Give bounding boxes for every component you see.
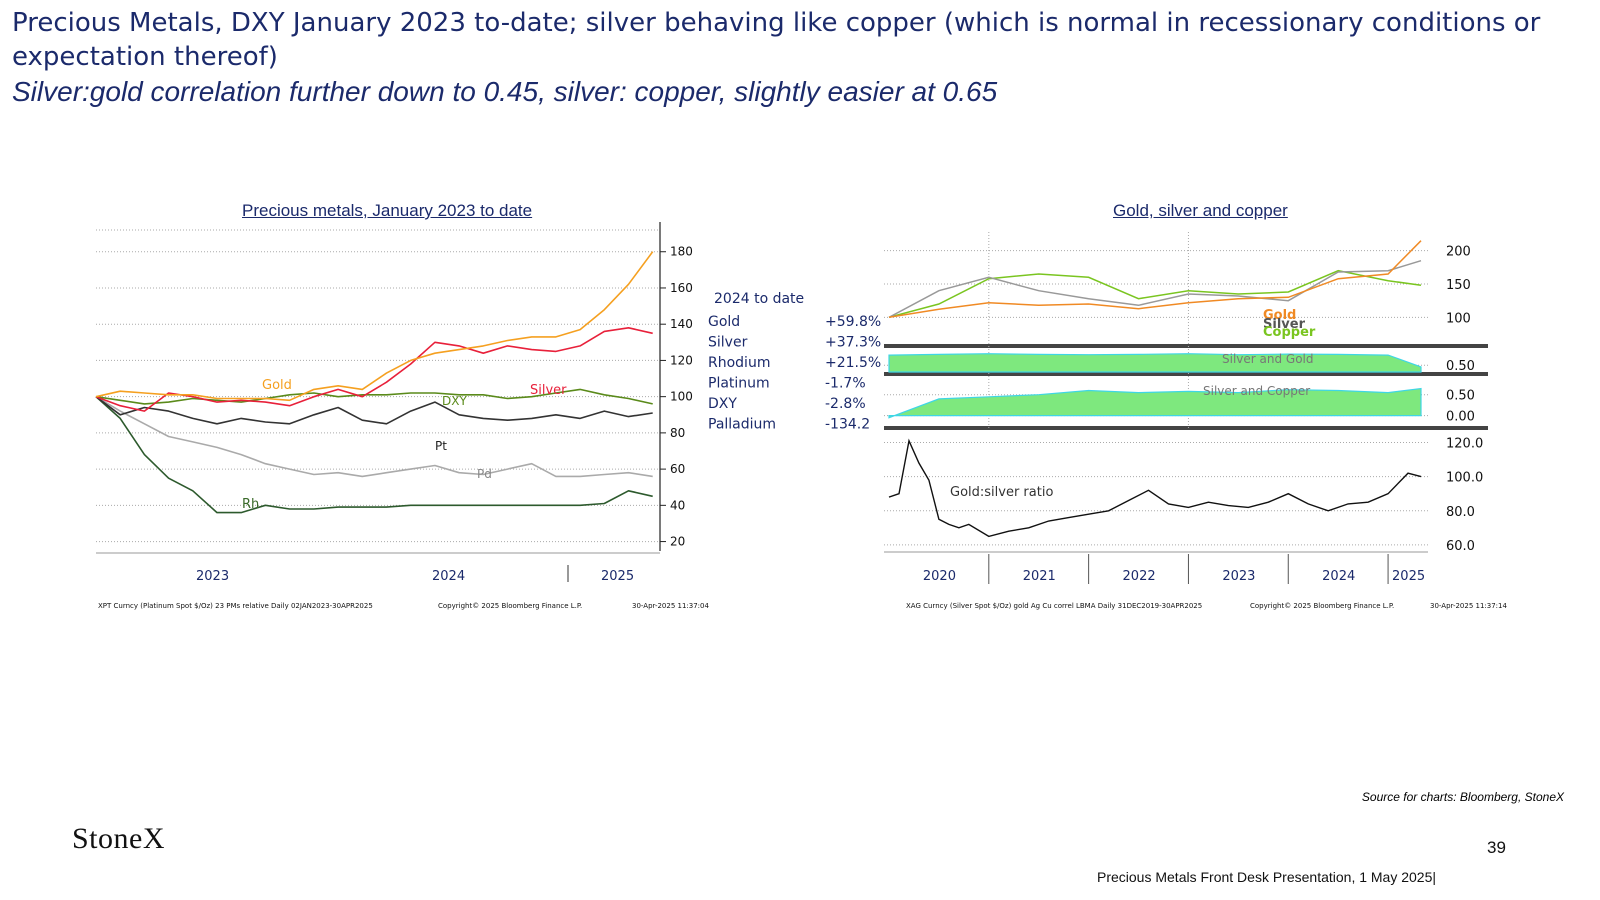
y-tick-label: 180: [670, 245, 693, 259]
y-tick-label: 20: [670, 535, 685, 549]
y-tick-label: 60.0: [1446, 539, 1475, 554]
legend-value: -1.7%: [825, 376, 866, 392]
y-tick-label: 0.50: [1446, 389, 1475, 404]
chart-precious-metals: 180 160 140 120 100 80 60 40 20 2023 2024 2025 XPT…: [95, 222, 881, 610]
page-subtitle: Silver:gold correlation further down to …: [12, 76, 998, 107]
chart-1-footnote-center: Copyright© 2025 Bloomberg Finance L.P.: [438, 602, 582, 610]
stonex-logo: StoneX: [72, 822, 165, 855]
area-silver-copper-correlation: [888, 387, 1422, 419]
y-tick-label: 80.0: [1446, 505, 1475, 520]
chart-1-footnote-right: 30-Apr-2025 11:37:04: [632, 602, 709, 610]
legend-name: DXY: [708, 396, 737, 412]
x-tick-label: 2020: [923, 569, 956, 584]
panel-separator: [884, 426, 1488, 430]
chart-1-title: Precious metals, January 2023 to date: [242, 201, 533, 220]
series-line-pd: [95, 396, 653, 478]
series-line-rh: [95, 396, 653, 514]
chart-2-title: Gold, silver and copper: [1113, 201, 1288, 220]
legend-name: Rhodium: [708, 355, 770, 371]
label-silver-and-gold: Silver and Gold: [1222, 352, 1314, 366]
label-rh: Rh: [242, 497, 259, 512]
y-tick-label: 100: [1446, 311, 1471, 326]
y-tick-label: 0.00: [1446, 410, 1475, 425]
y-tick-label: 60: [670, 462, 685, 476]
legend-value: +21.5%: [825, 355, 881, 371]
chart-2-footnote-left: XAG Curncy (Silver Spot $/Oz) gold Ag Cu…: [906, 602, 1202, 610]
y-tick-label: 100: [670, 390, 693, 404]
page-title: Precious Metals, DXY January 2023 to-dat…: [12, 8, 1541, 72]
presentation-footer: Precious Metals Front Desk Presentation,…: [1097, 869, 1437, 885]
x-tick-label: 2022: [1123, 569, 1156, 584]
y-tick-label: 80: [670, 426, 685, 440]
x-tick-label: 2024: [432, 569, 465, 584]
y-tick-label: 120.0: [1446, 437, 1483, 452]
legend-value: -2.8%: [825, 396, 866, 412]
y-tick-label: 160: [670, 281, 693, 295]
y-tick-label: 0.50: [1446, 359, 1475, 374]
y-tick-label: 200: [1446, 245, 1471, 260]
panel-separator: [884, 344, 1488, 348]
series-line-silver: [95, 327, 653, 412]
y-tick-label: 40: [670, 498, 685, 512]
legend-value: -134.2: [825, 417, 870, 433]
chart-2-footnote-center: Copyright© 2025 Bloomberg Finance L.P.: [1250, 602, 1394, 610]
page-number: 39: [1487, 838, 1506, 857]
series-line-gold: [95, 251, 654, 402]
label-gold: Gold: [262, 378, 292, 393]
x-tick-label: 2025: [601, 569, 634, 584]
chart-2-footnote-right: 30-Apr-2025 11:37:14: [1430, 602, 1507, 610]
label-pd: Pd: [477, 467, 492, 481]
chart-gold-silver-copper: 200 150 100 0.50 0.50 0.00 120.0 100.0 80.0 60.0 G…: [884, 232, 1507, 610]
y-tick-label: 150: [1446, 278, 1471, 293]
legend-name: Gold: [708, 314, 740, 330]
legend-value: +59.8%: [825, 314, 881, 330]
legend-name: Silver: [708, 335, 748, 351]
y-tick-label: 100.0: [1446, 471, 1483, 486]
x-tick-label: 2023: [1222, 569, 1255, 584]
x-tick-label: 2023: [196, 569, 229, 584]
x-tick-label: 2025: [1392, 569, 1425, 584]
label-pt: Pt: [435, 439, 447, 453]
series-line-gold-silver-ratio: [888, 438, 1422, 538]
area-silver-gold-correlation: [888, 353, 1422, 373]
x-tick-label: 2024: [1322, 569, 1355, 584]
label-dxy: DXY: [442, 394, 467, 408]
legend-name: Platinum: [708, 376, 770, 392]
label-copper: Copper: [1263, 325, 1316, 340]
label-silver: Silver: [1263, 317, 1306, 332]
label-silver-and-copper: Silver and Copper: [1203, 384, 1310, 398]
legend-name: Palladium: [708, 417, 776, 433]
label-gold: Gold: [1263, 308, 1296, 323]
legend-header: 2024 to date: [714, 291, 804, 307]
panel-separator: [884, 372, 1488, 376]
chart-1-footnote-left: XPT Curncy (Platinum Spot $/Oz) 23 PMs r…: [98, 602, 373, 610]
source-note: Source for charts: Bloomberg, StoneX: [1361, 790, 1564, 804]
series-line-pt: [95, 396, 653, 425]
y-tick-label: 140: [670, 317, 693, 331]
series-line-dxy: [95, 388, 653, 405]
label-gold-silver-ratio: Gold:silver ratio: [950, 485, 1053, 500]
series-line-gold: [888, 240, 1422, 319]
series-line-silver: [888, 259, 1422, 318]
y-tick-label: 120: [670, 353, 693, 367]
legend-value: +37.3%: [825, 335, 881, 351]
label-silver: Silver: [530, 383, 567, 398]
x-tick-label: 2021: [1023, 569, 1056, 584]
